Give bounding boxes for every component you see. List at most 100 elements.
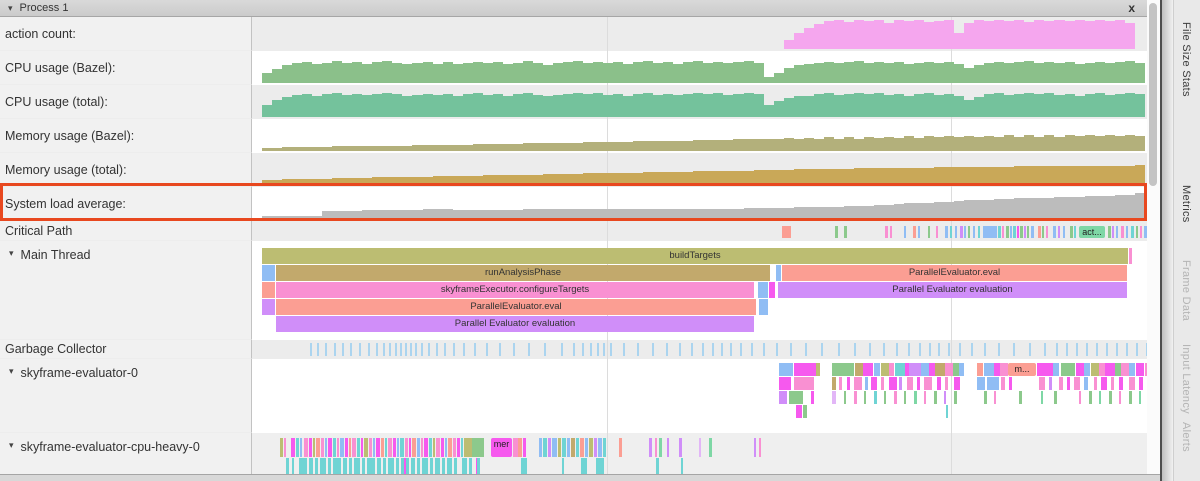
flame-slice[interactable] [776,265,781,281]
slice [959,363,964,376]
slice [388,458,394,475]
slice [679,343,681,356]
flame-slice[interactable] [758,282,768,298]
memory-bazel-track[interactable] [252,119,1147,153]
slice [1126,226,1128,238]
flame-slice[interactable] [262,265,275,281]
side-tab-alerts[interactable]: Alerts [1180,422,1192,452]
slice [649,438,652,457]
system-load-track[interactable] [252,187,1147,221]
slice [477,458,480,475]
slice [721,343,723,356]
slice [884,391,886,404]
flame-slice[interactable]: ParallelEvaluator.eval [782,265,1127,281]
slice [464,438,472,457]
slice [821,343,823,356]
side-tab-frame-data[interactable]: Frame Data [1180,260,1192,322]
timeline-gridline [607,17,608,51]
slice [935,363,945,376]
cpu-bazel-track[interactable] [252,51,1147,85]
collapse-icon[interactable]: ▾ [9,366,14,376]
cpu-heavy-track[interactable]: mer [252,433,1147,475]
main-thread-track[interactable]: buildTargets runAnalysisPhase ParallelEval… [252,241,1147,340]
collapse-icon[interactable]: ▾ [8,2,13,13]
slice [874,363,880,376]
side-tab-file-size-stats[interactable]: File Size Stats [1180,22,1192,97]
slice [1136,226,1138,238]
evaluator0-track[interactable]: m... [252,359,1147,433]
flame-slice[interactable]: runAnalysisPhase [276,265,770,281]
collapse-icon[interactable]: ▾ [9,248,14,258]
slice [1084,363,1090,376]
flame-slice-label: buildTargets [669,250,721,261]
counter-label: System load average: [0,187,252,221]
slice [864,391,866,404]
flame-slice[interactable] [1129,248,1132,264]
horizontal-scrollbar[interactable] [0,474,1161,481]
slice [914,391,917,404]
flame-slice[interactable] [262,282,275,298]
slice [349,458,352,475]
flame-slice[interactable] [262,299,275,315]
slice [869,343,871,356]
slice [924,377,932,390]
slice [558,438,561,457]
flame-slice[interactable]: ParallelEvaluator.eval [276,299,756,315]
slice [1139,391,1141,404]
slice [349,438,351,457]
gc-track[interactable] [252,340,1147,359]
slice [404,458,406,475]
slice [779,363,793,376]
timeline-gridline [607,153,608,187]
slice [890,226,892,238]
slice [409,438,411,457]
slice-badge[interactable]: m... [1008,363,1036,376]
slice [603,438,606,457]
slice-badge[interactable]: mer [491,438,512,457]
vertical-scrollbar-thumb[interactable] [1149,3,1157,186]
slice [987,377,999,390]
slice-badge[interactable]: act... [1079,226,1105,238]
flame-slice[interactable]: Parallel Evaluator evaluation [276,316,754,332]
slice [1038,226,1041,238]
slice [919,343,921,356]
slice [953,363,959,376]
slice [373,438,375,457]
slice [1044,343,1046,356]
flame-slice[interactable]: Parallel Evaluator evaluation [778,282,1127,298]
flame-slice[interactable] [769,282,775,298]
collapse-icon[interactable]: ▾ [9,440,14,450]
slice [337,438,339,457]
slice [918,226,920,238]
flame-slice[interactable]: skyframeExecutor.configureTargets [276,282,754,298]
counter-row-cpu-total: CPU usage (total): [0,85,1147,119]
vertical-scrollbar[interactable] [1147,0,1160,474]
cpu-total-track[interactable] [252,85,1147,119]
slice [585,438,588,457]
side-tab-metrics[interactable]: Metrics [1180,185,1192,223]
slice [679,438,682,457]
side-tab-input-latency[interactable]: Input Latency [1180,344,1192,414]
timeline-gridline [607,119,608,153]
panel-splitter[interactable] [1162,0,1173,481]
slice [499,343,501,356]
slice [397,438,399,457]
slice [889,377,897,390]
slice [779,391,787,404]
flame-slice[interactable]: buildTargets [262,248,1128,264]
slice [1119,377,1123,390]
memory-total-track[interactable] [252,153,1147,187]
slice [598,438,602,457]
critical-path-track[interactable]: act... [252,221,1147,241]
counter-label: action count: [0,17,252,51]
critical-path-label: Critical Path [0,221,252,241]
slice [1053,363,1059,376]
flame-slice[interactable] [759,299,768,315]
action-count-track[interactable] [252,17,1147,51]
slice [854,391,857,404]
slice [486,343,488,356]
slice [430,458,433,475]
close-icon[interactable]: x [1128,1,1135,15]
slice [832,377,836,390]
slice [1076,363,1084,376]
